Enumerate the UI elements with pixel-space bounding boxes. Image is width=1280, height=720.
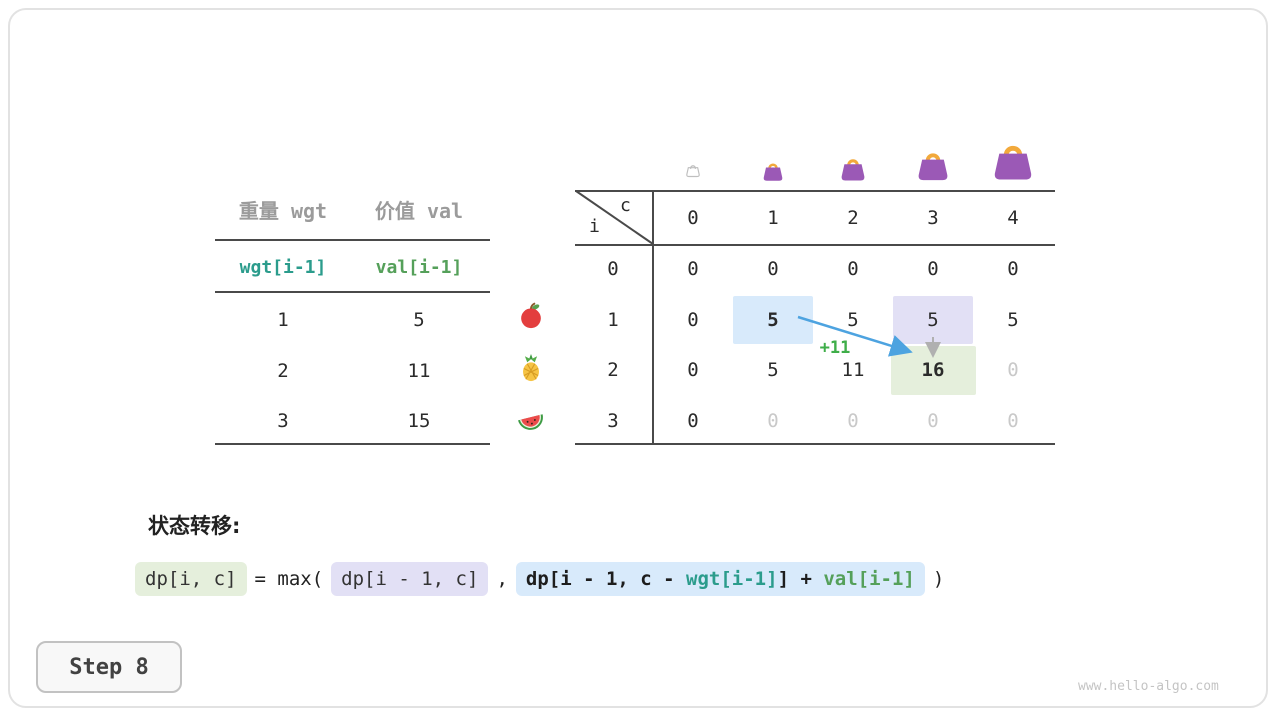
- dp-corner-col-label: c: [620, 195, 631, 216]
- dp-cell-i0-c3: 0: [927, 258, 939, 280]
- item-table-formula-wgt: wgt[i-1]: [239, 257, 327, 278]
- formula-option1-chip: dp[i - 1, c]: [331, 562, 489, 596]
- item-wgt-2: 2: [277, 360, 289, 382]
- dp-table-border-top: [575, 190, 1055, 192]
- watermelon-icon: [518, 414, 543, 430]
- dp-col-header-4: 4: [1007, 207, 1019, 229]
- item-table-header-wgt: 重量 wgt: [238, 199, 328, 223]
- transition-arrows: [797, 315, 941, 358]
- bag-capacity-0-icon: [686, 165, 700, 178]
- dp-col-header-2: 2: [847, 207, 859, 229]
- dp-row-label-1: 1: [607, 309, 619, 331]
- item-wgt-1: 1: [277, 309, 289, 331]
- dp-cell-i2-c2: 11: [841, 359, 865, 381]
- dp-col-header-1: 1: [767, 207, 779, 229]
- highlight-cell-i1-c1: [733, 296, 813, 344]
- transition-title: 状态转移:: [148, 514, 241, 538]
- item-val-2: 11: [407, 360, 431, 382]
- formula-option2-wgt: wgt[i-1]: [686, 568, 778, 590]
- dp-cell-i3-c0: 0: [687, 410, 699, 432]
- dp-cell-i3-c1: 0: [767, 410, 779, 432]
- bag-capacity-2-icon: [841, 159, 865, 181]
- dp-cell-i3-c4: 0: [1007, 410, 1019, 432]
- dp-cell-i0-c2: 0: [847, 258, 859, 280]
- dp-cell-i1-c3: 5: [927, 309, 939, 331]
- dp-row-label-3: 3: [607, 410, 619, 432]
- item-table-divider-mid: [215, 291, 490, 293]
- bag-capacity-3-icon: [918, 153, 948, 181]
- dp-cell-i2-c3: 16: [921, 359, 945, 381]
- dp-cell-i3-c2: 0: [847, 410, 859, 432]
- bag-capacity-4-icon: [994, 145, 1032, 180]
- pineapple-icon: [523, 353, 539, 382]
- dp-table-border-bottom: [575, 443, 1055, 445]
- dp-row-label-2: 2: [607, 359, 619, 381]
- arrow-value-label: +11: [819, 338, 851, 358]
- item-val-1: 5: [413, 309, 425, 331]
- item-val-3: 15: [407, 410, 431, 432]
- dp-cell-i1-c2: 5: [847, 309, 859, 331]
- dp-cell-i0-c0: 0: [687, 258, 699, 280]
- formula-separator: ,: [496, 568, 508, 590]
- dp-cell-i1-c4: 5: [1007, 309, 1019, 331]
- dp-cell-i0-c1: 0: [767, 258, 779, 280]
- dp-table-border-left-col: [652, 190, 654, 445]
- watermark: www.hello-algo.com: [1078, 679, 1219, 694]
- formula-operator: = max(: [254, 568, 324, 590]
- dp-cell-i2-c1: 5: [767, 359, 779, 381]
- formula-close-paren: ): [932, 568, 945, 590]
- dp-table-border-header: [575, 244, 1055, 246]
- transition-formula: dp[i, c] = max( dp[i - 1, c] , dp[i - 1,…: [135, 562, 952, 596]
- bag-capacity-1-icon: [763, 163, 783, 181]
- formula-option2-part2: ] +: [777, 568, 824, 590]
- item-table-divider-top: [215, 239, 490, 241]
- formula-option2-val: val[i-1]: [823, 568, 915, 590]
- item-table-formula-val: val[i-1]: [375, 257, 463, 278]
- dp-col-header-3: 3: [927, 207, 939, 229]
- dp-cell-i3-c3: 0: [927, 410, 939, 432]
- dp-cell-i2-c4: 0: [1007, 359, 1019, 381]
- formula-option2-part1: dp[i - 1, c -: [525, 568, 687, 590]
- dp-cell-i1-c1: 5: [767, 309, 779, 331]
- formula-option2-chip: dp[i - 1, c - wgt[i-1]] + val[i-1]: [515, 562, 925, 596]
- apple-icon: [521, 302, 541, 329]
- dp-col-header-0: 0: [687, 207, 699, 229]
- dp-corner-row-label: i: [589, 216, 600, 237]
- item-wgt-3: 3: [277, 410, 289, 432]
- item-table-header-val: 价值 val: [374, 199, 464, 223]
- dp-cell-i1-c0: 0: [687, 309, 699, 331]
- dp-cell-i2-c0: 0: [687, 359, 699, 381]
- dp-row-label-0: 0: [607, 258, 619, 280]
- formula-lhs-chip: dp[i, c]: [135, 562, 247, 596]
- dp-table-corner-diagonal: [575, 190, 654, 245]
- item-table-divider-bottom: [215, 443, 490, 445]
- dp-cell-i0-c4: 0: [1007, 258, 1019, 280]
- step-badge: Step 8: [36, 641, 182, 693]
